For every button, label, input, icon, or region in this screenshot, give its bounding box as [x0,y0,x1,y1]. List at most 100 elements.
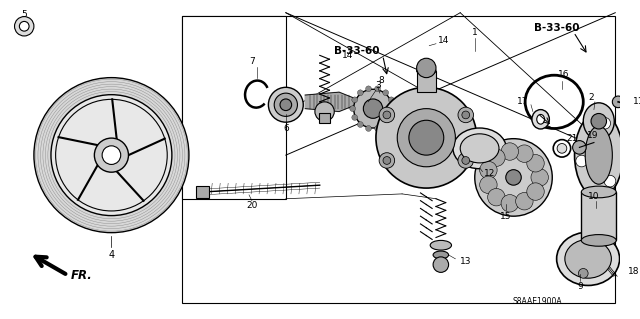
Text: 20: 20 [246,201,257,210]
Circle shape [383,90,388,96]
Text: 14: 14 [438,36,449,45]
Circle shape [462,157,470,164]
Text: 16: 16 [558,70,570,79]
Circle shape [364,99,383,118]
Text: 11: 11 [633,97,640,106]
Text: 7: 7 [249,57,255,66]
Text: 4: 4 [108,250,115,260]
Circle shape [390,106,396,112]
Circle shape [274,93,298,116]
Circle shape [397,109,456,167]
Text: 6: 6 [283,124,289,133]
Circle shape [102,146,121,164]
Ellipse shape [583,103,614,140]
Circle shape [374,126,380,131]
Circle shape [352,115,358,120]
Circle shape [365,86,371,92]
Ellipse shape [430,241,451,250]
Text: 21: 21 [567,134,578,143]
Circle shape [315,102,334,121]
Text: S8AAE1900A: S8AAE1900A [513,297,563,306]
Circle shape [365,126,371,131]
Circle shape [488,149,505,167]
Circle shape [591,114,607,129]
Circle shape [516,145,533,162]
Bar [581,192,616,241]
Circle shape [357,90,364,96]
Circle shape [501,143,518,160]
Circle shape [51,95,172,216]
Ellipse shape [532,110,549,129]
Circle shape [612,96,624,108]
Circle shape [557,144,567,153]
Circle shape [462,111,470,119]
Text: 2: 2 [588,93,594,102]
Ellipse shape [537,115,545,124]
Circle shape [383,122,388,128]
Ellipse shape [585,126,612,184]
Circle shape [19,21,29,31]
Ellipse shape [581,186,616,198]
Circle shape [15,17,34,36]
Ellipse shape [557,232,620,286]
Ellipse shape [575,113,623,198]
Circle shape [579,269,588,278]
Text: 12: 12 [484,169,496,178]
Ellipse shape [417,67,436,75]
Polygon shape [305,92,364,112]
Text: B-33-60: B-33-60 [334,47,380,56]
Circle shape [475,139,552,216]
Text: 14: 14 [342,51,353,60]
Text: 10: 10 [588,192,600,201]
Text: 5: 5 [21,10,27,19]
Text: FR.: FR. [71,269,92,282]
Circle shape [527,183,544,200]
Text: 1: 1 [472,27,477,37]
Circle shape [409,120,444,155]
Circle shape [516,192,533,210]
Circle shape [573,141,586,154]
Text: 18: 18 [628,267,639,276]
Circle shape [388,97,394,103]
Bar [182,16,615,303]
Circle shape [480,161,497,179]
Circle shape [374,86,380,92]
Text: 19: 19 [587,131,598,140]
Circle shape [480,176,497,194]
Circle shape [379,153,395,168]
Circle shape [379,107,395,123]
Text: 13: 13 [460,257,472,266]
Ellipse shape [453,128,506,169]
Circle shape [458,153,474,168]
Circle shape [357,122,364,128]
Circle shape [527,155,544,172]
Circle shape [488,189,505,206]
Text: 8: 8 [378,76,383,85]
Bar [319,114,330,123]
Circle shape [354,89,392,128]
Ellipse shape [581,234,616,246]
Circle shape [383,157,391,164]
Text: 3: 3 [375,81,381,90]
Text: 9: 9 [577,282,583,292]
Circle shape [458,107,474,123]
Bar [417,71,436,92]
Circle shape [433,257,449,272]
Circle shape [506,170,521,185]
Circle shape [350,106,356,112]
Circle shape [576,155,588,167]
Text: 17: 17 [518,97,529,106]
Circle shape [417,58,436,78]
Ellipse shape [460,134,499,163]
Circle shape [531,169,548,186]
Circle shape [501,195,518,212]
Circle shape [604,175,616,187]
Ellipse shape [565,240,611,278]
Circle shape [34,78,189,233]
Bar [196,186,209,198]
Ellipse shape [433,251,449,259]
Circle shape [94,138,129,172]
Circle shape [599,117,611,129]
Bar [182,16,286,199]
Text: B-33-60: B-33-60 [534,23,580,33]
